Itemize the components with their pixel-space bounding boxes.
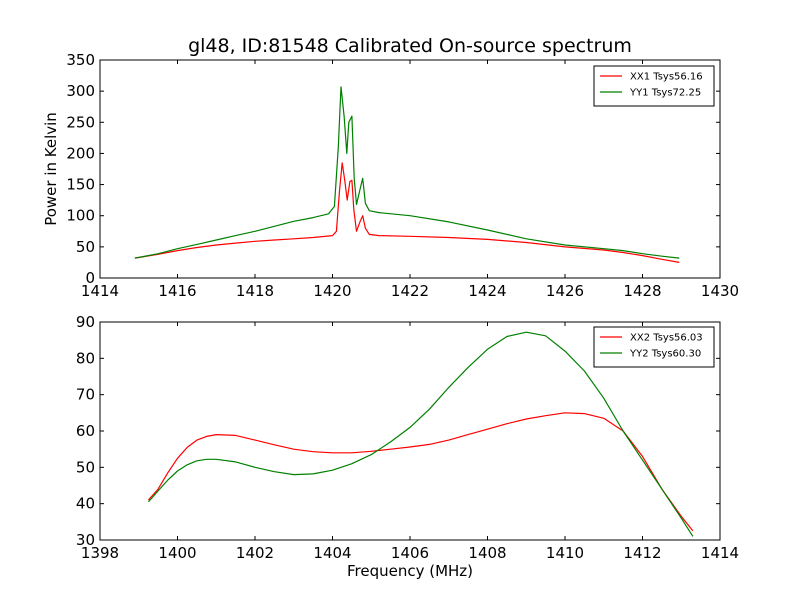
y-tick-label: 350 bbox=[66, 51, 95, 69]
x-tick-label: 1412 bbox=[623, 544, 661, 562]
y-tick-label: 90 bbox=[76, 313, 95, 331]
x-tick-label: 1426 bbox=[546, 282, 584, 300]
legend-label: YY2 Tsys60.30 bbox=[629, 349, 701, 360]
y-tick-label: 0 bbox=[85, 269, 95, 287]
series-line-2-1 bbox=[147, 412, 694, 532]
legend-box bbox=[593, 65, 715, 107]
x-tick-label: 1402 bbox=[236, 544, 274, 562]
axes-2: 1398 1400 1402 1404 1406 1408 1410 1412 1414 30 40… bbox=[76, 313, 739, 580]
y-axis-label: Power in Kelvin bbox=[42, 112, 60, 226]
x-tick-label: 1408 bbox=[468, 544, 506, 562]
series-line-1-1 bbox=[134, 162, 680, 263]
x-tick-label: 1420 bbox=[313, 282, 351, 300]
x-tick-label: 1414 bbox=[701, 544, 739, 562]
y-tick-label: 200 bbox=[66, 144, 95, 162]
legend-label: YY1 Tsys72.25 bbox=[629, 88, 701, 99]
y-tick-label: 80 bbox=[76, 349, 95, 367]
y-tick-label: 70 bbox=[76, 386, 95, 404]
x-tick-label: 1406 bbox=[391, 544, 429, 562]
y-tick-label: 30 bbox=[76, 531, 95, 549]
x-tick-label: 1414 bbox=[81, 282, 119, 300]
series-line-2-2 bbox=[147, 331, 694, 537]
chart-title: gl48, ID:81548 Calibrated On-source spec… bbox=[188, 35, 632, 57]
y-tick-label: 50 bbox=[76, 238, 95, 256]
x-tick-label: 1422 bbox=[391, 282, 429, 300]
x-tick-label: 1404 bbox=[313, 544, 351, 562]
legend-label: XX2 Tsys56.03 bbox=[630, 333, 703, 344]
x-tick-label: 1400 bbox=[158, 544, 196, 562]
x-axis-label: Frequency (MHz) bbox=[347, 562, 473, 580]
axes-1: 1414 1416 1418 1420 1422 1424 1426 1428 1430 0 50 1… bbox=[42, 51, 739, 300]
x-tick-label: 1410 bbox=[546, 544, 584, 562]
x-tick-label: 1428 bbox=[623, 282, 661, 300]
x-tick-label: 1418 bbox=[236, 282, 274, 300]
y-tick-label: 150 bbox=[66, 176, 95, 194]
x-tick-label: 1424 bbox=[468, 282, 506, 300]
legend-label: XX1 Tsys56.16 bbox=[630, 72, 703, 83]
y-tick-label: 250 bbox=[66, 113, 95, 131]
y-tick-label: 100 bbox=[66, 207, 95, 225]
y-tick-label: 60 bbox=[76, 422, 95, 440]
y-tick-label: 50 bbox=[76, 458, 95, 476]
x-tick-label: 1430 bbox=[701, 282, 739, 300]
legend: XX1 Tsys56.16 YY1 Tsys72.25 bbox=[593, 65, 715, 107]
y-tick-label: 300 bbox=[66, 82, 95, 100]
y-tick-label: 40 bbox=[76, 495, 95, 513]
x-tick-label: 1416 bbox=[158, 282, 196, 300]
series-line-1-2 bbox=[134, 86, 680, 259]
legend: XX2 Tsys56.03 YY2 Tsys60.30 bbox=[593, 326, 715, 368]
x-tick-label: 1398 bbox=[81, 544, 119, 562]
legend-box bbox=[593, 326, 715, 368]
